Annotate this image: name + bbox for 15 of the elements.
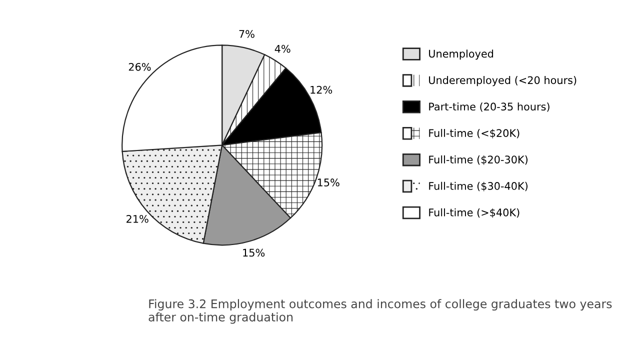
caption: Figure 3.2 Employment outcomes and incomes of college graduates two years after on-time graduation <box>148 299 612 324</box>
legend-label: Full-time (>$40K) <box>429 208 520 218</box>
data-label: 15% <box>243 248 265 257</box>
legend-label: Underemployed (<20 hours) <box>429 76 576 86</box>
data-label: 26% <box>128 62 151 71</box>
legend-label: Full-time ($30-40K) <box>429 182 528 192</box>
legend-label: Unemployed <box>429 50 494 60</box>
data-label: 4% <box>274 44 290 53</box>
data-label: 7% <box>239 30 254 38</box>
legend-label: Full-time ($20-30K) <box>429 155 528 165</box>
legend-label: Part-time (20-35 hours) <box>429 102 550 112</box>
data-label: 15% <box>318 178 340 186</box>
data-label: 21% <box>126 214 148 223</box>
data-label: 12% <box>310 86 332 94</box>
legend-label: Full-time (<$20K) <box>429 128 520 138</box>
